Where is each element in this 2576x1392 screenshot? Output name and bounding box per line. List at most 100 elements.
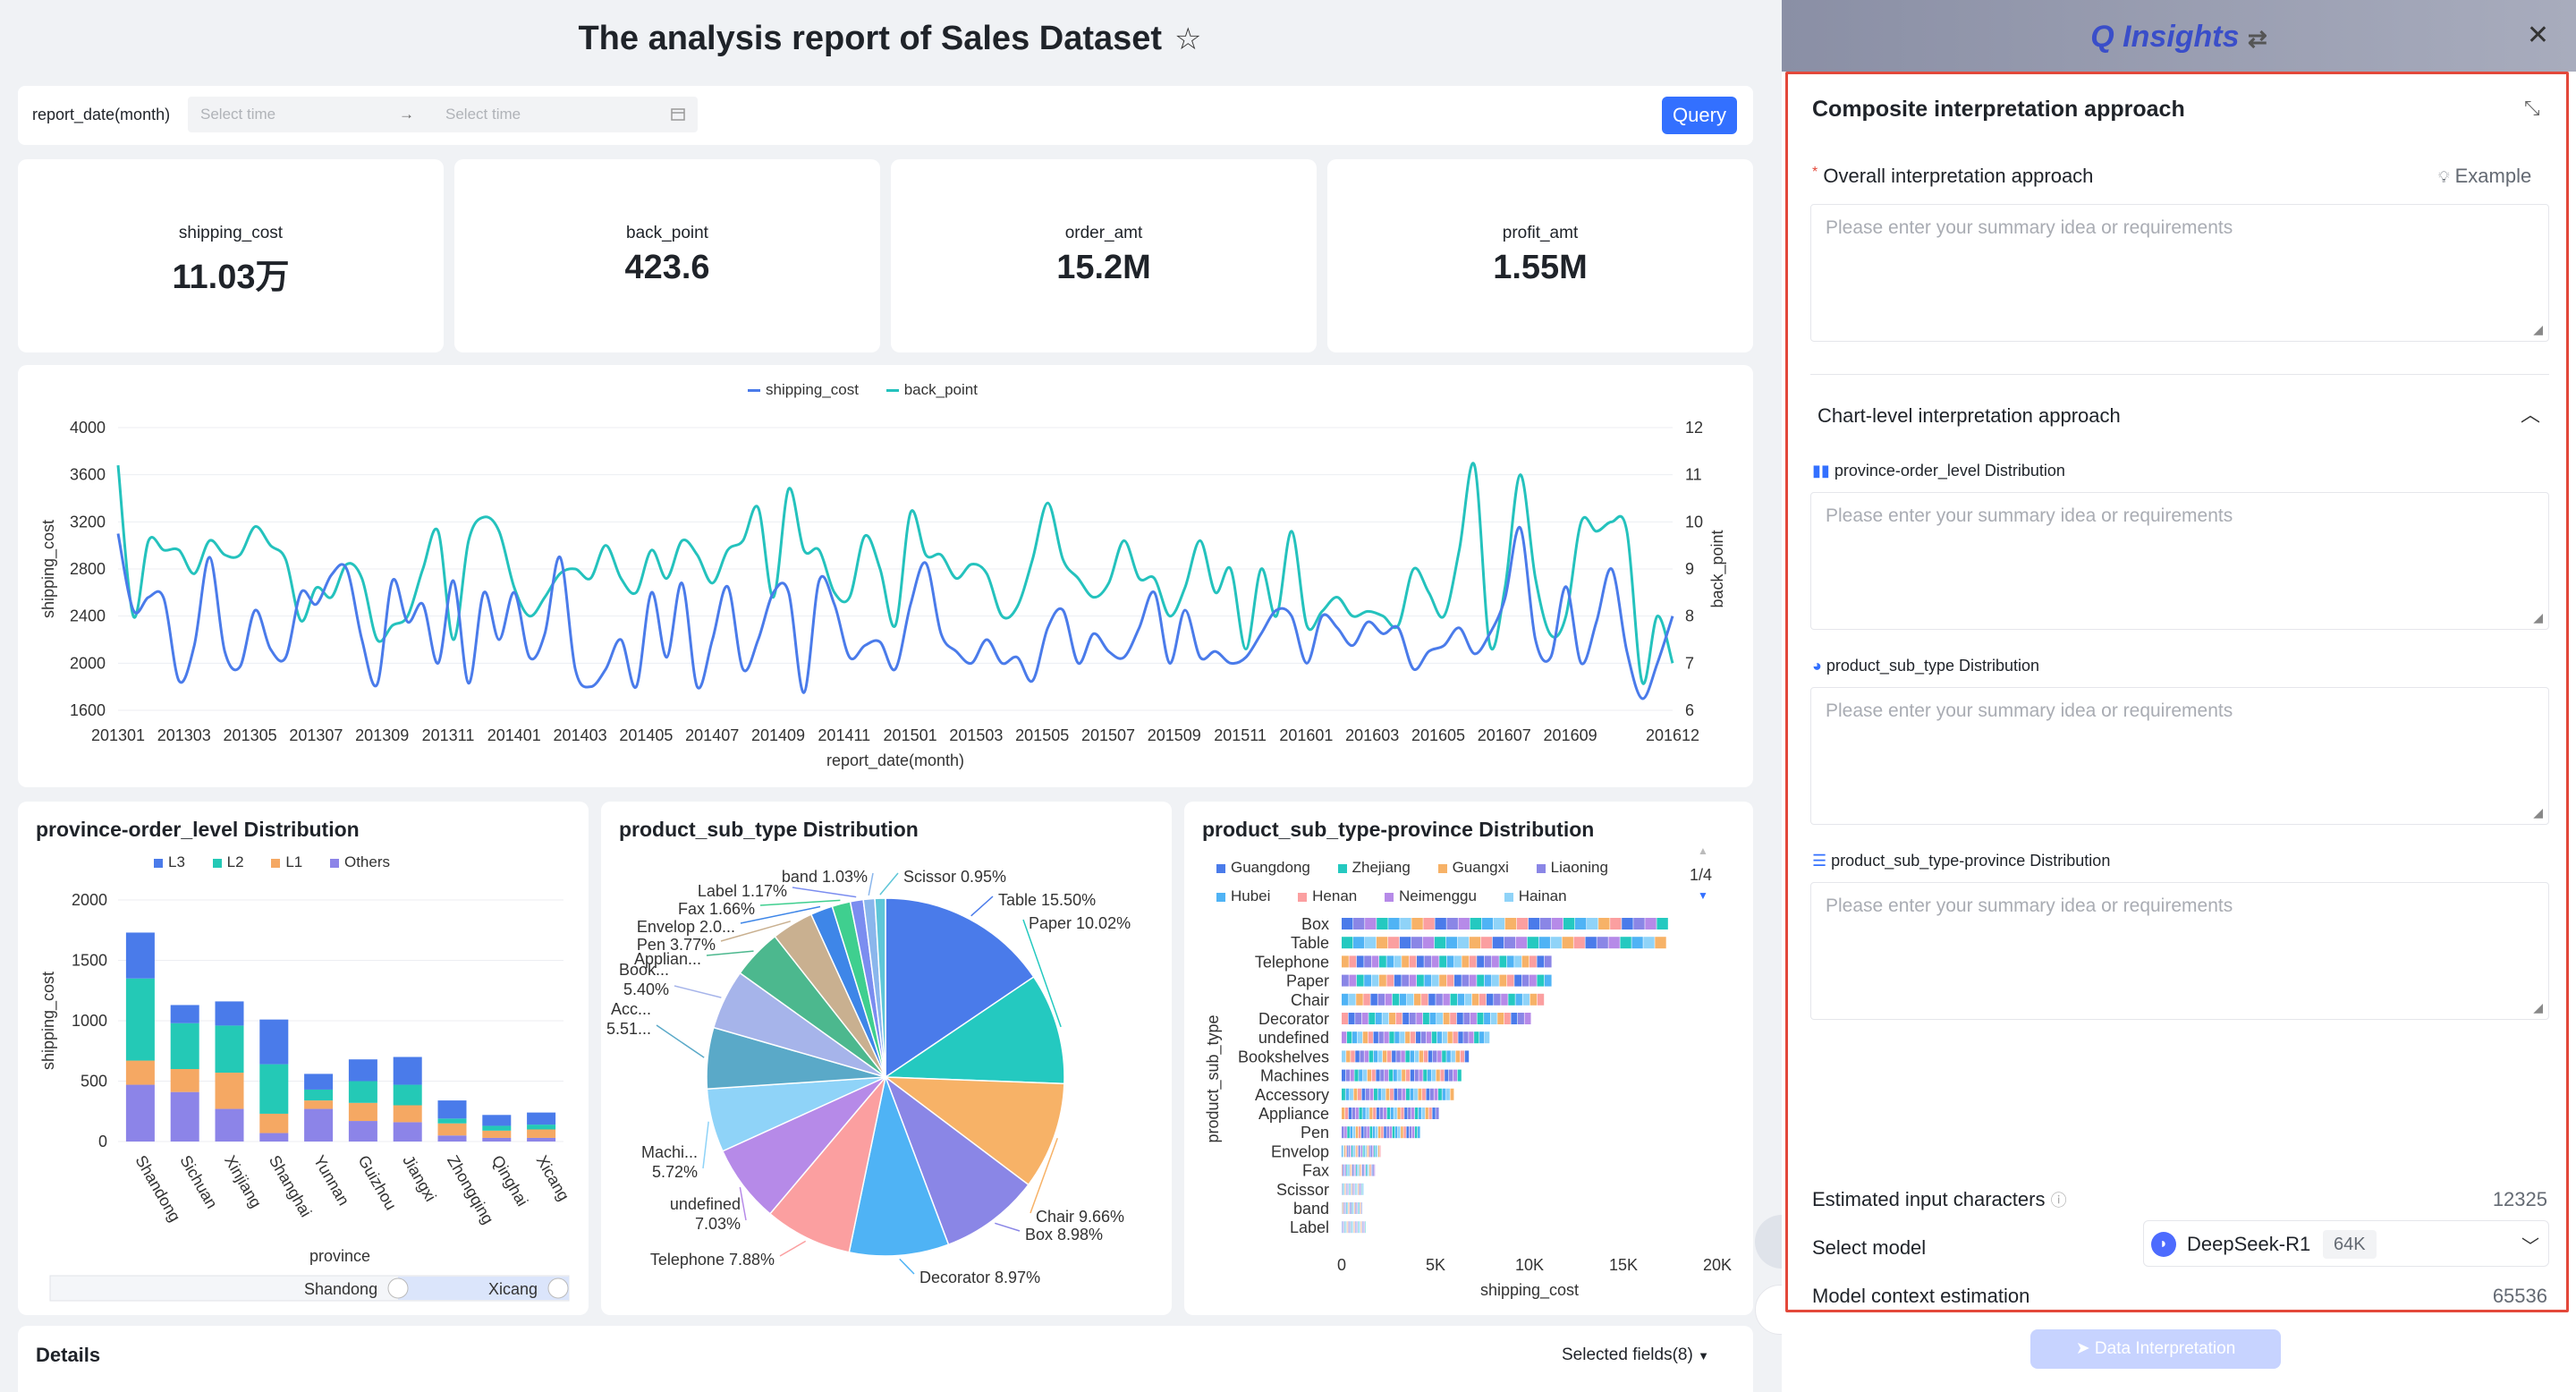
bar-segment (1344, 1145, 1346, 1158)
legend-page-up-icon[interactable]: ▲ (1698, 845, 1708, 857)
star-icon[interactable]: ☆ (1174, 22, 1202, 56)
legend-item-neimenggu[interactable]: Neimenggu (1385, 887, 1477, 904)
bar-segment (1492, 955, 1499, 968)
line-legend[interactable]: shipping_cost back_point (748, 381, 1001, 399)
bar-segment (1350, 1164, 1352, 1176)
bar-segment (1364, 974, 1371, 987)
legend-item-henan[interactable]: Henan (1298, 887, 1357, 904)
chart-textarea-3[interactable]: Please enter your summary idea or requir… (1810, 882, 2549, 1020)
bar-legend[interactable]: L3 L2 L1 Others (154, 853, 413, 871)
pie-leader-line (1022, 919, 1062, 1028)
bar-segment (482, 1115, 512, 1126)
start-date-input[interactable]: Select time (200, 106, 276, 123)
bar-segment (1381, 1126, 1384, 1139)
bar-segment (1386, 955, 1394, 968)
bar-segment (1345, 1145, 1347, 1158)
resize-grip-icon[interactable]: ◢ (2533, 805, 2543, 819)
legend-page-down-icon[interactable]: ▼ (1698, 889, 1708, 902)
line-chart[interactable]: 4000 3600 3200 2800 2400 2000 1600 12 11 10 9 8 7 6 20… (18, 365, 1753, 787)
x-tick-label: 201511 (1214, 726, 1267, 744)
resize-grip-icon[interactable]: ◢ (2533, 322, 2543, 336)
legend-item-guangxi[interactable]: Guangxi (1437, 859, 1509, 876)
x-tick-label: 201403 (554, 726, 607, 744)
info-icon[interactable]: ⓘ (2050, 1192, 2067, 1210)
bar-segment (1458, 918, 1470, 929)
stacked-bar-chart[interactable]: 2000150010005000shipping_costShandongSic… (18, 802, 589, 1315)
context-label: Model context estimation (1812, 1285, 2030, 1307)
bar-segment (393, 1105, 422, 1123)
legend-item-liaoning[interactable]: Liaoning (1536, 859, 1608, 876)
bar-segment (1643, 937, 1655, 949)
bar-segment (1355, 1108, 1359, 1119)
legend-item-guangdong[interactable]: Guangdong (1216, 859, 1310, 876)
resize-grip-icon[interactable]: ◢ (2533, 610, 2543, 624)
y2-tick-label: 7 (1685, 654, 1694, 672)
legend-item-zhejiang[interactable]: Zhejiang (1337, 859, 1411, 876)
bar-segment (1445, 1069, 1449, 1082)
bar-segment (1424, 974, 1432, 987)
bar-segment (1382, 1050, 1387, 1063)
chart-textarea-1[interactable]: Please enter your summary idea or requir… (1810, 492, 2549, 630)
query-button[interactable]: Query (1662, 97, 1737, 134)
bar-segment (1398, 1126, 1401, 1139)
bar-segment (1401, 1050, 1405, 1063)
calendar-icon[interactable] (671, 106, 685, 121)
legend-item-others[interactable]: Others (329, 853, 390, 870)
bar-segment (1428, 1069, 1432, 1082)
example-link[interactable]: 💡︎ Example (2438, 165, 2532, 187)
bar-segment (1409, 955, 1417, 968)
swap-icon[interactable]: ⇄ (2247, 25, 2267, 52)
resize-grip-icon[interactable]: ◢ (2533, 1000, 2543, 1014)
legend-item-shipping-cost[interactable]: shipping_cost (748, 381, 859, 398)
bar-segment (1359, 1069, 1363, 1082)
legend-item-l3[interactable]: L3 (154, 853, 185, 870)
data-interpretation-button[interactable]: ➤ Data Interpretation (2030, 1329, 2281, 1369)
bar-segment (1446, 974, 1454, 987)
legend-item-l2[interactable]: L2 (212, 853, 244, 870)
bar-segment (1346, 1031, 1352, 1044)
legend-item-hubei[interactable]: Hubei (1216, 887, 1270, 904)
bar-segment (1371, 1145, 1373, 1158)
legend-item-hainan[interactable]: Hainan (1504, 887, 1567, 904)
end-date-input[interactable]: Select time (445, 106, 521, 123)
kpi-card-shipping-cost: shipping_cost 11.03万 (18, 159, 444, 352)
bar-segment (1490, 1013, 1497, 1024)
bar-segment (1439, 955, 1446, 968)
x-tick-label: Guizhou (354, 1152, 400, 1213)
chart-textarea-2[interactable]: Please enter your summary idea or requir… (1810, 687, 2549, 825)
bar-segment (1469, 1031, 1474, 1044)
date-range-picker[interactable]: Select time → Select time (188, 97, 698, 132)
bar-segment (1342, 1145, 1343, 1158)
hbar-chart[interactable]: BoxTableTelephonePaperChairDecoratorunde… (1184, 802, 1753, 1315)
model-select[interactable]: ◗ DeepSeek-R1 64K ﹀ (2143, 1220, 2549, 1267)
close-icon[interactable]: ✕ (2526, 21, 2549, 50)
y-tick-label: Scissor (1276, 1181, 1329, 1199)
bar-segment (1405, 1050, 1410, 1063)
bar-segment (1370, 993, 1377, 1006)
bar-segment (1528, 918, 1540, 929)
bar-segment (1499, 974, 1507, 987)
bar-segment (1385, 1088, 1390, 1100)
select-model-label: Select model (1812, 1236, 1927, 1259)
bar-segment (1362, 1031, 1368, 1044)
bar-segment (1342, 937, 1353, 949)
overall-textarea[interactable]: Please enter your summary idea or requir… (1810, 204, 2549, 342)
hbar-legend[interactable]: Guangdong Zhejiang Guangxi Liaoning Hube… (1216, 853, 1682, 911)
send-icon: ➤ (2075, 1339, 2090, 1358)
legend-item-back-point[interactable]: back_point (886, 381, 978, 398)
details-section: Details Selected fields(8) ▼ (18, 1326, 1753, 1392)
selected-fields-dropdown[interactable]: Selected fields(8) ▼ (1562, 1345, 1709, 1364)
bar-segment (1429, 1013, 1436, 1024)
collapse-icon[interactable]: ⤡ (2524, 97, 2540, 119)
pie-chart[interactable]: Table 15.50% Paper 10.02% Chair 9.66%Box 8… (601, 802, 1172, 1315)
bar-segment (1352, 937, 1365, 949)
chevron-up-icon[interactable]: ︿ (2521, 403, 2541, 426)
pie-chart-icon: ◕ (1812, 657, 1822, 675)
bar-segment (1431, 1031, 1437, 1044)
bar-segment (1436, 993, 1443, 1006)
y-tick-label: Machines (1260, 1067, 1329, 1085)
bar-segment (1402, 974, 1409, 987)
bar-segment (1410, 1050, 1414, 1063)
bar-segment (1446, 1050, 1451, 1063)
legend-item-l1[interactable]: L1 (271, 853, 302, 870)
